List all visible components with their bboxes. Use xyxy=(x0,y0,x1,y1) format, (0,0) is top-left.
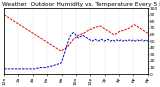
Title: Milwaukee Weather  Outdoor Humidity vs. Temperature Every 5 Minutes: Milwaukee Weather Outdoor Humidity vs. T… xyxy=(0,2,160,7)
